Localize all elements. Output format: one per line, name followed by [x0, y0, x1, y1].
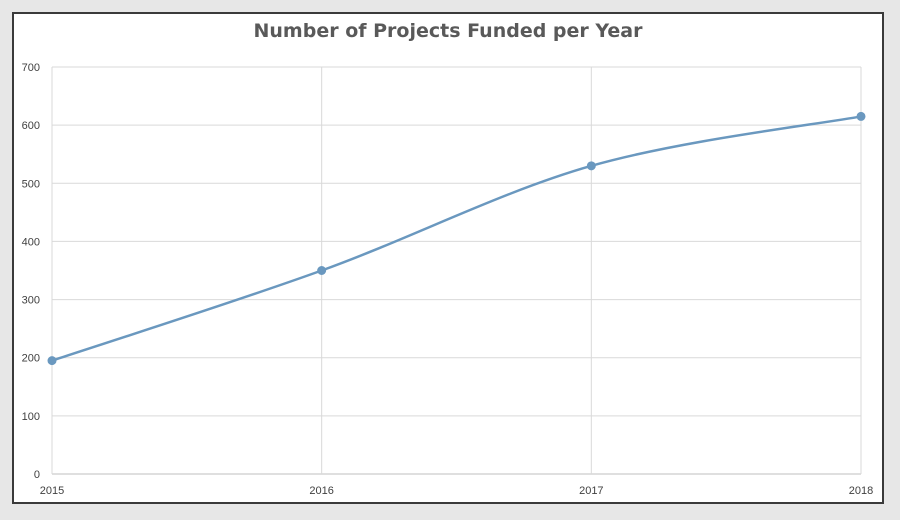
- series-line: [50, 115, 863, 362]
- y-tick-label: 500: [22, 178, 40, 190]
- line-chart: 0 100 200 300 400 500 600 700 2015 2016 2017 2018: [22, 62, 874, 497]
- x-tick-label: 2018: [849, 485, 873, 497]
- chart-frame: Number of Projects Funded per Year 0 100 2…: [12, 12, 884, 504]
- x-tick-label: 2017: [579, 485, 603, 497]
- y-tick-label: 0: [34, 469, 40, 481]
- y-tick-label: 300: [22, 295, 40, 307]
- y-tick-label: 600: [22, 120, 40, 132]
- data-point: [856, 111, 866, 121]
- x-tick-label: 2016: [309, 485, 333, 497]
- y-tick-label: 100: [22, 411, 40, 423]
- data-point: [317, 266, 327, 275]
- x-tick-label: 2015: [40, 485, 64, 497]
- data-point: [586, 161, 596, 171]
- data-point: [47, 356, 57, 366]
- chart-title: Number of Projects Funded per Year: [253, 20, 643, 42]
- y-tick-label: 400: [22, 236, 40, 248]
- y-tick-label: 700: [22, 62, 40, 74]
- y-tick-label: 200: [22, 353, 40, 365]
